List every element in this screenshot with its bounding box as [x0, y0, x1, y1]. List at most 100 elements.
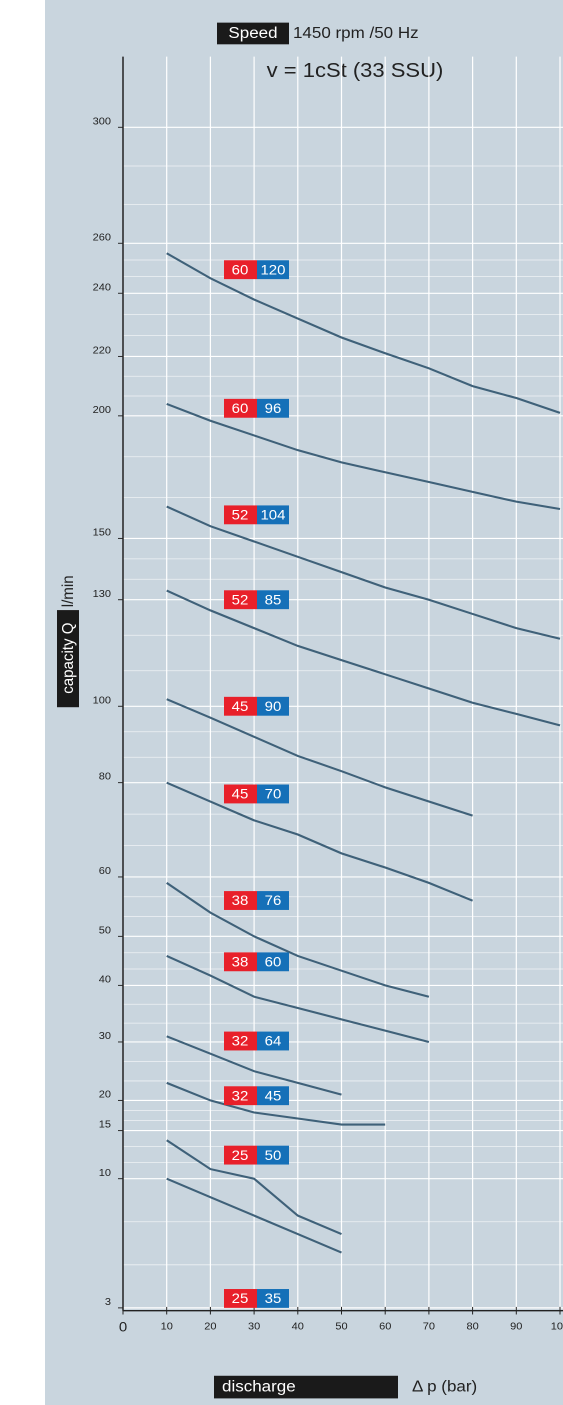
x-label-box	[214, 1375, 398, 1399]
x-tick-label: 20	[204, 1321, 216, 1333]
y-axis-label: capacity Q	[60, 623, 77, 694]
y-tick-label: 100	[93, 695, 111, 707]
label-blue-box	[257, 1145, 289, 1165]
x-tick-label: 10	[161, 1321, 173, 1333]
x-tick-label: 100	[551, 1321, 563, 1333]
x-axis-unit: Δ p (bar)	[412, 1377, 477, 1395]
label-red-box	[224, 1145, 257, 1165]
label-blue-box	[257, 1086, 289, 1106]
label-blue-box	[257, 1031, 289, 1051]
label-blue-box	[257, 696, 289, 716]
series-label: 60	[232, 263, 249, 279]
series-label: 120	[260, 263, 285, 279]
y-tick-label: 20	[99, 1089, 111, 1101]
y-tick-label: 240	[93, 282, 111, 294]
label-red-box	[224, 784, 257, 804]
label-red-box	[224, 260, 257, 280]
series-label: 85	[265, 593, 282, 609]
y-tick-label: 10	[99, 1167, 111, 1179]
y-tick-label: 30	[99, 1030, 111, 1042]
subtitle: 1450 rpm /50 Hz	[293, 24, 419, 42]
y-tick-label: 260	[93, 232, 111, 244]
series-label: 64	[265, 1034, 282, 1050]
label-red-box	[224, 696, 257, 716]
label-red-box	[224, 590, 257, 610]
curve	[166, 882, 430, 998]
x-tick-label: 80	[466, 1321, 478, 1333]
series-label: 52	[232, 593, 249, 609]
label-blue-box	[257, 505, 289, 525]
x-tick-label: 70	[423, 1321, 435, 1333]
series-label: 45	[232, 699, 249, 715]
label-blue-box	[257, 398, 289, 418]
y-tick-label: 50	[99, 925, 111, 937]
x-tick-label: 50	[335, 1321, 347, 1333]
y-tick-label: 220	[93, 345, 111, 357]
x-tick-label: 90	[510, 1321, 522, 1333]
header-box	[217, 22, 289, 45]
x-axis-label: discharge	[222, 1377, 296, 1395]
y-tick-label: 60	[99, 865, 111, 877]
curve	[166, 1035, 342, 1096]
curve	[166, 1081, 386, 1126]
y-tick-label: 300	[93, 116, 111, 128]
y-axis-unit: l/min	[60, 575, 77, 607]
y-tick-label: 80	[99, 771, 111, 783]
chart-title: v = 1cSt (33 SSU)	[267, 59, 444, 82]
curve	[166, 1177, 342, 1254]
x-tick-label: 0	[119, 1320, 127, 1336]
curve	[166, 403, 561, 511]
series-label: 38	[232, 894, 249, 910]
y-tick-label: 200	[93, 404, 111, 416]
series-label: 35	[265, 1291, 282, 1307]
label-red-box	[224, 505, 257, 525]
panel	[45, 0, 563, 1405]
label-red-box	[224, 1086, 257, 1106]
curve	[166, 1139, 342, 1235]
label-red-box	[224, 398, 257, 418]
label-blue-box	[257, 590, 289, 610]
series-label: 50	[265, 1148, 282, 1164]
y-label-group: capacity Q l/min	[57, 575, 79, 708]
y-tick-label: 3	[105, 1296, 111, 1308]
series-label: 96	[265, 401, 282, 417]
label-blue-box	[257, 891, 289, 910]
y-label-box	[57, 610, 79, 708]
series-label: 52	[232, 508, 249, 524]
y-tick-label: 150	[93, 527, 111, 539]
series-label: 104	[260, 508, 285, 524]
label-blue-box	[257, 784, 289, 804]
label-red-box	[224, 891, 257, 910]
label-blue-box	[257, 952, 289, 972]
series-label: 45	[265, 1089, 282, 1105]
y-tick-label: 40	[99, 974, 111, 986]
series-label: 60	[265, 955, 282, 971]
series-label: 25	[232, 1291, 249, 1307]
curve	[166, 698, 473, 817]
curve	[166, 505, 561, 640]
curve	[166, 781, 474, 902]
label-blue-box	[257, 260, 289, 280]
x-tick-label: 60	[379, 1321, 391, 1333]
series-label: 32	[232, 1089, 249, 1105]
header-label: Speed	[228, 24, 277, 42]
x-tick-label: 30	[248, 1321, 260, 1333]
label-blue-box	[257, 1289, 289, 1308]
y-tick-label: 130	[93, 588, 111, 600]
series-label: 76	[265, 894, 282, 910]
series-label: 90	[265, 699, 282, 715]
label-red-box	[224, 952, 257, 972]
series-label: 25	[232, 1148, 249, 1164]
label-red-box	[224, 1031, 257, 1051]
series-label: 70	[265, 787, 282, 803]
series-label: 38	[232, 955, 249, 971]
y-tick-label: 15	[99, 1119, 111, 1131]
curve	[166, 252, 561, 414]
series-label: 60	[232, 401, 249, 417]
series-label: 45	[232, 787, 249, 803]
curve	[166, 589, 561, 727]
series-label: 32	[232, 1034, 249, 1050]
x-tick-label: 40	[292, 1321, 304, 1333]
curve	[166, 955, 430, 1043]
